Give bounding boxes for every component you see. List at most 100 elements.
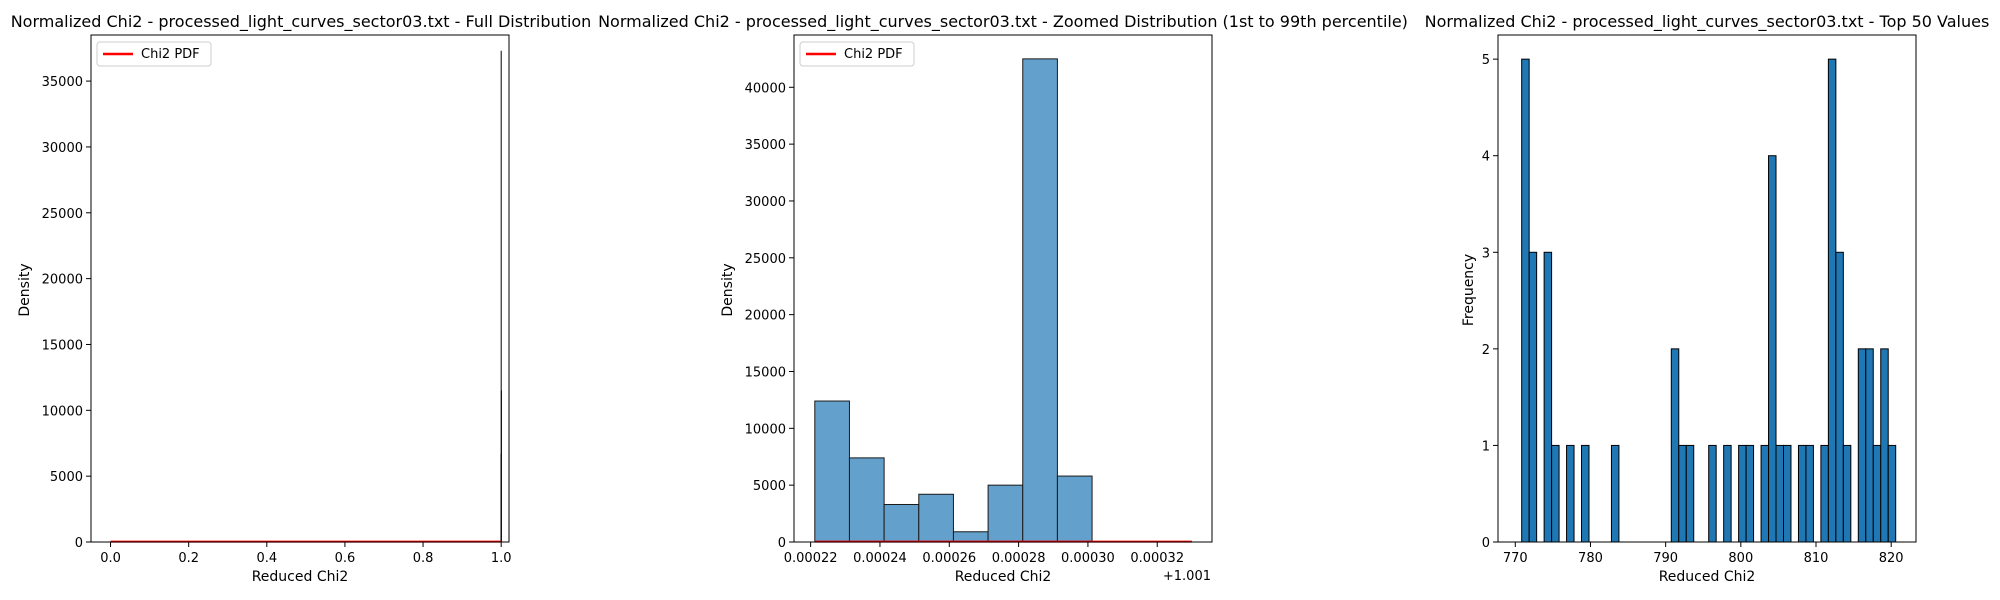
x-tick-label: 0.8	[413, 551, 434, 566]
x-axis-label: Reduced Chi2	[252, 569, 349, 585]
histogram-bar	[1521, 58, 1530, 543]
y-axis-label: Density	[720, 263, 736, 316]
x-tick-label: 0.2	[178, 551, 199, 566]
histogram-bar	[1775, 444, 1784, 543]
histogram-bar	[1887, 444, 1897, 543]
histogram-bar	[1880, 348, 1889, 543]
y-tick-label: 15000	[745, 365, 786, 380]
y-tick-label: 35000	[745, 138, 786, 153]
histogram-bar	[1835, 251, 1844, 543]
y-axis-label: Density	[17, 263, 33, 316]
x-tick-label: 0.4	[256, 551, 277, 566]
y-tick-label: 10000	[745, 422, 786, 437]
x-axis-offset-text: +1.001	[1163, 569, 1211, 584]
histogram-bar	[1678, 444, 1687, 543]
y-tick-label: 25000	[745, 252, 786, 267]
plot-area-frame	[793, 34, 1213, 543]
x-tick-label: 820	[1879, 551, 1904, 566]
legend-box	[96, 41, 212, 67]
histogram-bar	[1551, 444, 1560, 543]
y-tick-label: 2	[1482, 343, 1490, 358]
chart-title: Normalized Chi2 - processed_light_curves…	[598, 12, 1408, 32]
histogram-bar	[1708, 444, 1717, 543]
chart-title: Normalized Chi2 - processed_light_curves…	[1425, 12, 1990, 32]
y-tick-label: 10000	[42, 404, 83, 419]
histogram-bar	[883, 503, 920, 543]
legend: Chi2 PDF	[799, 41, 915, 67]
histogram-bar	[814, 400, 850, 543]
histogram-bar	[1842, 444, 1852, 543]
histogram-bar	[1827, 58, 1837, 543]
x-tick-label: 0.00032	[1130, 551, 1184, 566]
x-tick-label: 810	[1804, 551, 1829, 566]
histogram-bar	[1745, 444, 1755, 543]
histogram-bar	[987, 484, 1024, 543]
histogram-bar	[1528, 251, 1538, 543]
histogram-bar	[1797, 444, 1807, 543]
histogram-bar	[1022, 58, 1058, 543]
x-tick-label: 0.00028	[992, 551, 1046, 566]
x-tick-label: 1.0	[491, 551, 512, 566]
histogram-bar	[1581, 444, 1590, 543]
histogram-bar	[1857, 348, 1867, 543]
x-tick-label: 0.00022	[784, 551, 838, 566]
x-tick-label: 790	[1653, 551, 1678, 566]
chart-title: Normalized Chi2 - processed_light_curves…	[11, 12, 592, 32]
legend-entry-label: Chi2 PDF	[141, 47, 200, 62]
x-tick-label: 770	[1503, 551, 1528, 566]
histogram-bar	[1768, 155, 1777, 543]
chart-panel-top-50-values: Normalized Chi2 - processed_light_curves…	[1425, 12, 1990, 585]
y-tick-label: 20000	[42, 273, 83, 288]
x-tick-label: 800	[1728, 551, 1753, 566]
x-axis-label: Reduced Chi2	[1659, 569, 1756, 585]
x-tick-label: 780	[1578, 551, 1603, 566]
chart-panel-zoomed-distribution: Normalized Chi2 - processed_light_curves…	[598, 12, 1408, 585]
histogram-bar	[1872, 444, 1882, 543]
y-tick-label: 25000	[42, 207, 83, 222]
histogram-bar	[1543, 251, 1553, 543]
y-tick-label: 3	[1482, 246, 1490, 261]
plot-area-frame	[1497, 34, 1917, 543]
histogram-bar	[1865, 348, 1874, 543]
y-tick-label: 0	[1482, 536, 1490, 551]
legend-entry-label: Chi2 PDF	[844, 47, 903, 62]
y-tick-label: 5000	[50, 470, 83, 485]
y-tick-label: 15000	[42, 338, 83, 353]
x-axis-label: Reduced Chi2	[955, 569, 1052, 585]
histogram-bar	[1782, 444, 1792, 543]
histogram-bar	[1610, 444, 1620, 543]
histogram-bar	[1805, 444, 1814, 543]
y-tick-label: 30000	[745, 195, 786, 210]
histogram-bar	[1056, 475, 1093, 543]
histogram-bar	[1723, 444, 1732, 543]
y-tick-label: 40000	[745, 81, 786, 96]
histogram-bar	[952, 531, 989, 543]
plot-area-frame	[90, 34, 510, 543]
y-tick-label: 5000	[753, 479, 786, 494]
x-tick-label: 0.6	[335, 551, 356, 566]
legend-box	[799, 41, 915, 67]
x-tick-label: 0.0	[100, 551, 121, 566]
x-tick-label: 0.00026	[922, 551, 976, 566]
chart-panel-full-distribution: Normalized Chi2 - processed_light_curves…	[11, 12, 592, 585]
y-tick-label: 4	[1482, 150, 1490, 165]
y-tick-label: 0	[75, 536, 83, 551]
y-tick-label: 35000	[42, 75, 83, 90]
histogram-bar	[918, 493, 954, 543]
histogram-bar	[1820, 444, 1829, 543]
y-tick-label: 5	[1482, 53, 1490, 68]
histogram-bar	[1670, 348, 1680, 543]
y-tick-label: 30000	[42, 141, 83, 156]
y-tick-label: 0	[778, 536, 786, 551]
y-tick-label: 20000	[745, 309, 786, 324]
legend: Chi2 PDF	[96, 41, 212, 67]
x-tick-label: 0.00024	[853, 551, 907, 566]
x-tick-label: 0.00030	[1061, 551, 1115, 566]
histogram-bar	[1738, 444, 1747, 543]
y-tick-label: 1	[1482, 439, 1490, 454]
histogram-bar	[1685, 444, 1695, 543]
y-axis-label: Frequency	[1461, 254, 1477, 326]
histogram-bar	[1760, 444, 1770, 543]
histogram-bar	[848, 457, 885, 543]
